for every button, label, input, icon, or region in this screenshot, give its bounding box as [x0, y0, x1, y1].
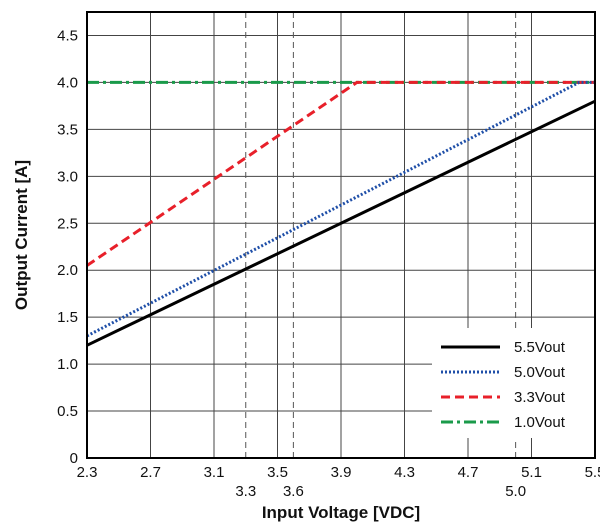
y-tick-label: 2.0: [57, 262, 78, 279]
reference-line-label: 5.0: [505, 483, 526, 500]
legend-label: 1.0Vout: [514, 414, 566, 431]
x-tick-label: 2.3: [77, 464, 98, 481]
legend-label: 5.5Vout: [514, 339, 566, 356]
y-tick-label: 2.5: [57, 215, 78, 232]
y-tick-label: 1.0: [57, 356, 78, 373]
legend-label: 5.0Vout: [514, 364, 566, 381]
y-tick-label: 4.5: [57, 27, 78, 44]
y-tick-label: 3.0: [57, 168, 78, 185]
x-tick-label: 2.7: [140, 464, 161, 481]
y-axis-title: Output Current [A]: [12, 160, 31, 310]
series-line-5.5vout: [86, 99, 596, 347]
legend-label: 3.3Vout: [514, 389, 566, 406]
x-tick-label: 4.7: [458, 464, 479, 481]
x-axis-title: Input Voltage [VDC]: [262, 503, 420, 522]
y-tick-label: 3.5: [57, 121, 78, 138]
legend: 5.5Vout 5.0Vout 3.3Vout 1.0Vout: [432, 328, 594, 438]
y-tick-label: 4.0: [57, 74, 78, 91]
x-tick-label: 3.1: [204, 464, 225, 481]
x-tick-label: 5.1: [521, 464, 542, 481]
legend-background: [432, 328, 594, 438]
x-tick-label: 5.5: [585, 464, 600, 481]
y-tick-label: 0.5: [57, 403, 78, 420]
reference-line-label: 3.3: [235, 483, 256, 500]
x-tick-label: 3.9: [331, 464, 352, 481]
x-tick-label: 3.5: [267, 464, 288, 481]
series-lines: [86, 80, 596, 347]
series-line-3.3vout: [86, 80, 595, 267]
plot-frame: [86, 11, 596, 459]
reference-line-label: 3.6: [283, 483, 304, 500]
y-tick-label: 1.5: [57, 309, 78, 326]
series-line-5.0vout: [86, 80, 595, 338]
tick-labels: 3.3 3.6 5.0 2.3 2.7 3.1 3.5 3.9 4.3 4.7 5.1 5.5 0 0.5…: [57, 27, 600, 500]
y-tick-label: 0: [70, 450, 78, 467]
x-tick-label: 4.3: [394, 464, 415, 481]
